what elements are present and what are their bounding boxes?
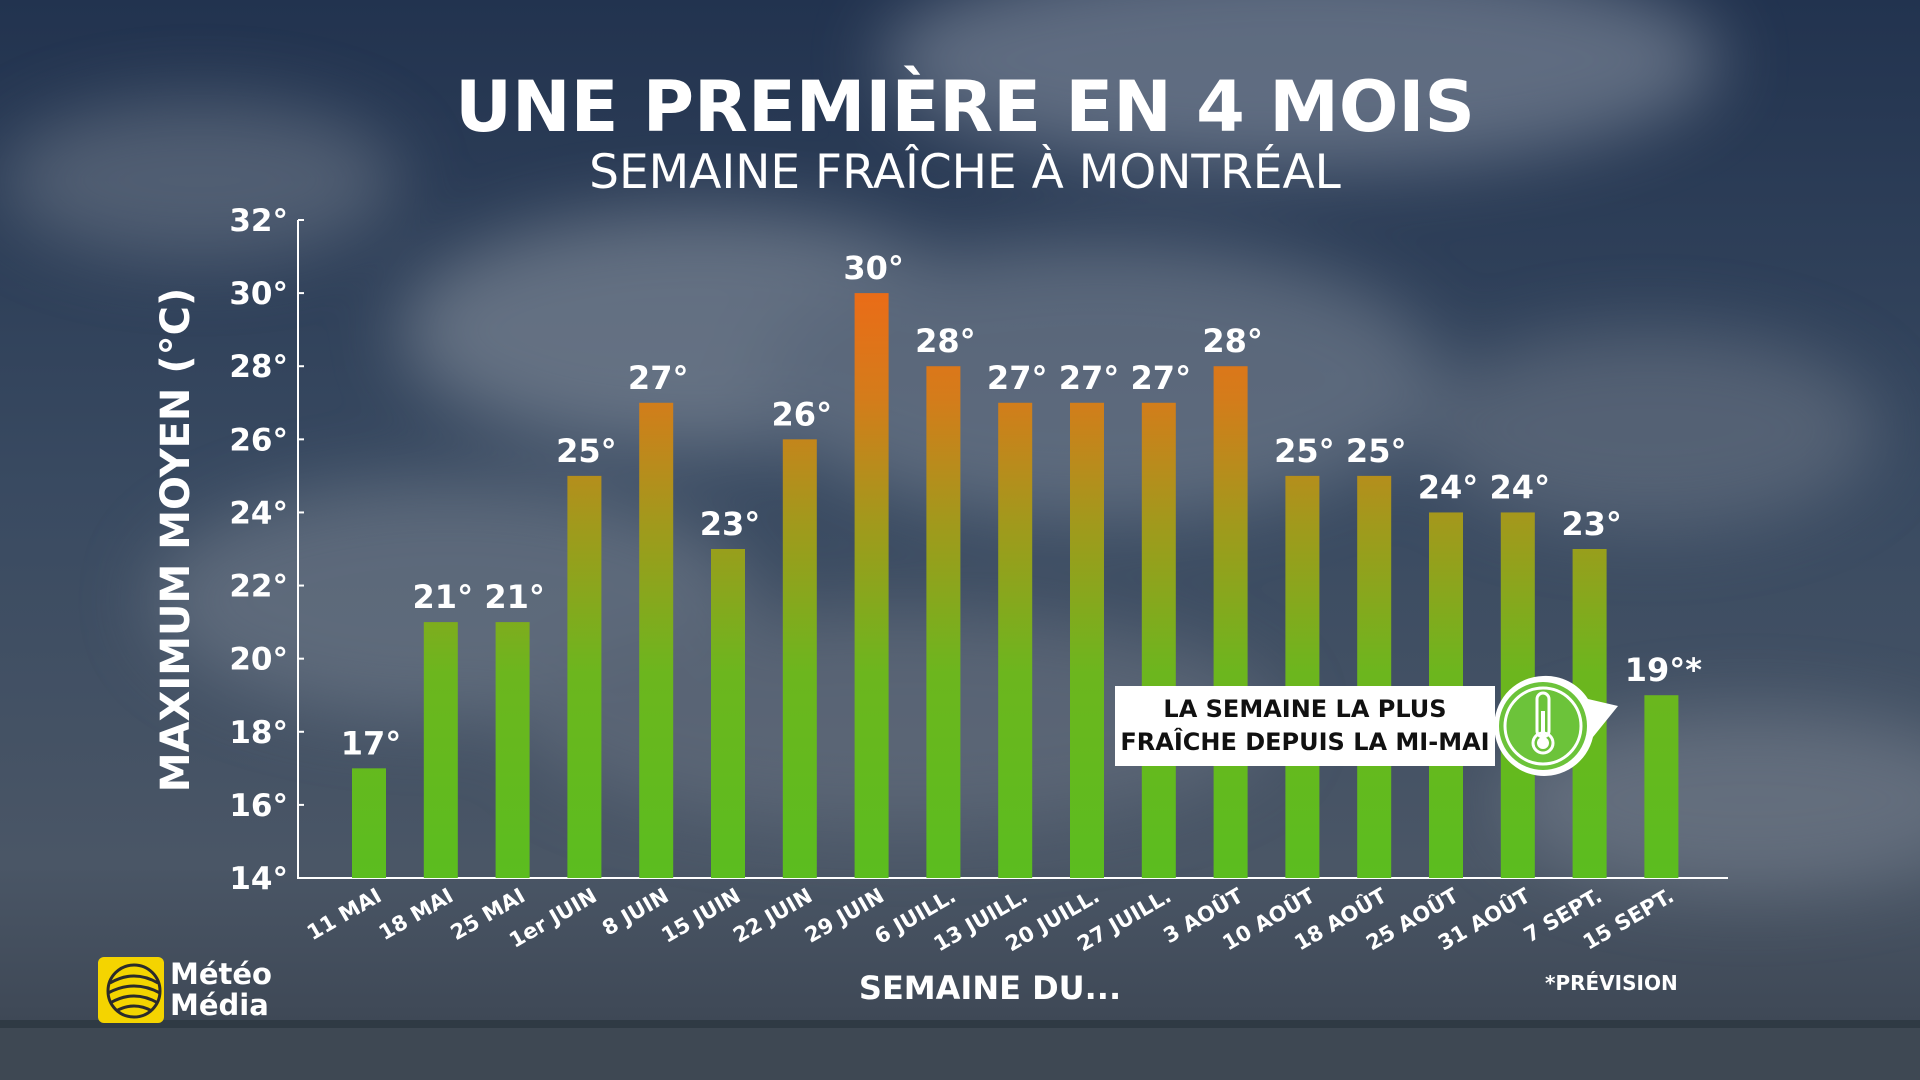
y-axis-title: MAXIMUM MOYEN (°C) xyxy=(153,288,199,793)
x-tick-label: 29 JUIN xyxy=(801,884,888,948)
x-tick-label: 11 MAI xyxy=(303,884,386,946)
data-label: 25° xyxy=(1346,432,1407,470)
data-label: 17° xyxy=(341,724,402,762)
bar xyxy=(1070,402,1104,878)
y-tick-label: 20° xyxy=(229,642,288,678)
data-label: 28° xyxy=(915,322,976,360)
data-label: 24° xyxy=(1418,468,1479,506)
data-label: 27° xyxy=(987,359,1048,397)
chart-title: UNE PREMIÈRE EN 4 MOIS xyxy=(455,66,1475,148)
data-label: 27° xyxy=(1131,359,1192,397)
x-tick-label: 22 JUIN xyxy=(729,884,816,948)
y-tick-label: 22° xyxy=(229,569,288,605)
data-label: 21° xyxy=(413,578,474,616)
data-label: 30° xyxy=(843,249,904,287)
forecast-footnote: *PRÉVISION xyxy=(1545,971,1678,995)
data-label: 23° xyxy=(700,505,761,543)
bar xyxy=(782,439,817,878)
bar xyxy=(854,293,889,879)
logo-line-2: Média xyxy=(170,988,269,1022)
y-tick-label: 26° xyxy=(229,422,288,458)
x-tick-label: 15 JUIN xyxy=(657,884,744,948)
bar xyxy=(567,475,602,878)
y-tick-label: 16° xyxy=(229,788,288,824)
x-axis-title: SEMAINE DU... xyxy=(859,969,1121,1007)
bar xyxy=(1285,475,1320,878)
data-label: 21° xyxy=(484,578,545,616)
data-label: 25° xyxy=(1274,432,1335,470)
thermometer-icon xyxy=(1494,675,1618,776)
y-tick-label: 30° xyxy=(229,276,288,312)
y-tick-label: 28° xyxy=(229,349,288,385)
coolest-week-callout: LA SEMAINE LA PLUS FRAÎCHE DEPUIS LA MI-… xyxy=(1115,686,1495,766)
bar xyxy=(1644,695,1679,878)
callout-line-1: LA SEMAINE LA PLUS xyxy=(1163,695,1447,723)
logo-line-1: Météo xyxy=(170,957,272,991)
y-tick-label: 24° xyxy=(229,495,288,531)
bar xyxy=(495,622,530,878)
bar xyxy=(711,549,745,878)
bar xyxy=(352,768,386,878)
value-labels: 17° 21° 21° 25° 27° 23° 26° 30° 28° 27° 27° 27° 28° 2… xyxy=(341,249,1703,762)
data-label: 25° xyxy=(556,432,617,470)
y-tick-label: 14° xyxy=(229,861,288,897)
data-label: 23° xyxy=(1561,505,1622,543)
meteomedia-logo: Météo Média xyxy=(98,957,278,1023)
bar xyxy=(1141,402,1176,878)
bar xyxy=(639,402,674,878)
bar xyxy=(423,622,458,878)
bar xyxy=(1357,475,1392,878)
x-tick-label: 18 MAI xyxy=(375,884,458,946)
callout-line-2: FRAÎCHE DEPUIS LA MI-MAI xyxy=(1120,728,1490,756)
data-label: 27° xyxy=(1059,359,1120,397)
y-tick-label: 32° xyxy=(229,203,288,239)
bar xyxy=(998,402,1033,878)
data-label: 24° xyxy=(1490,468,1551,506)
y-axis: 14° 16° 18° 20° 22° 24° 26° 28° 30° 32° xyxy=(229,203,1728,897)
bar xyxy=(926,366,961,878)
data-label: 27° xyxy=(628,359,689,397)
data-label: 28° xyxy=(1202,322,1263,360)
bar xyxy=(1213,366,1248,878)
data-label: 26° xyxy=(772,395,833,433)
y-tick-label: 18° xyxy=(229,715,288,751)
chart-subtitle: SEMAINE FRAÎCHE À MONTRÉAL xyxy=(589,145,1341,200)
meteomedia-globe-icon xyxy=(98,957,164,1023)
data-label: 19°* xyxy=(1625,651,1703,689)
